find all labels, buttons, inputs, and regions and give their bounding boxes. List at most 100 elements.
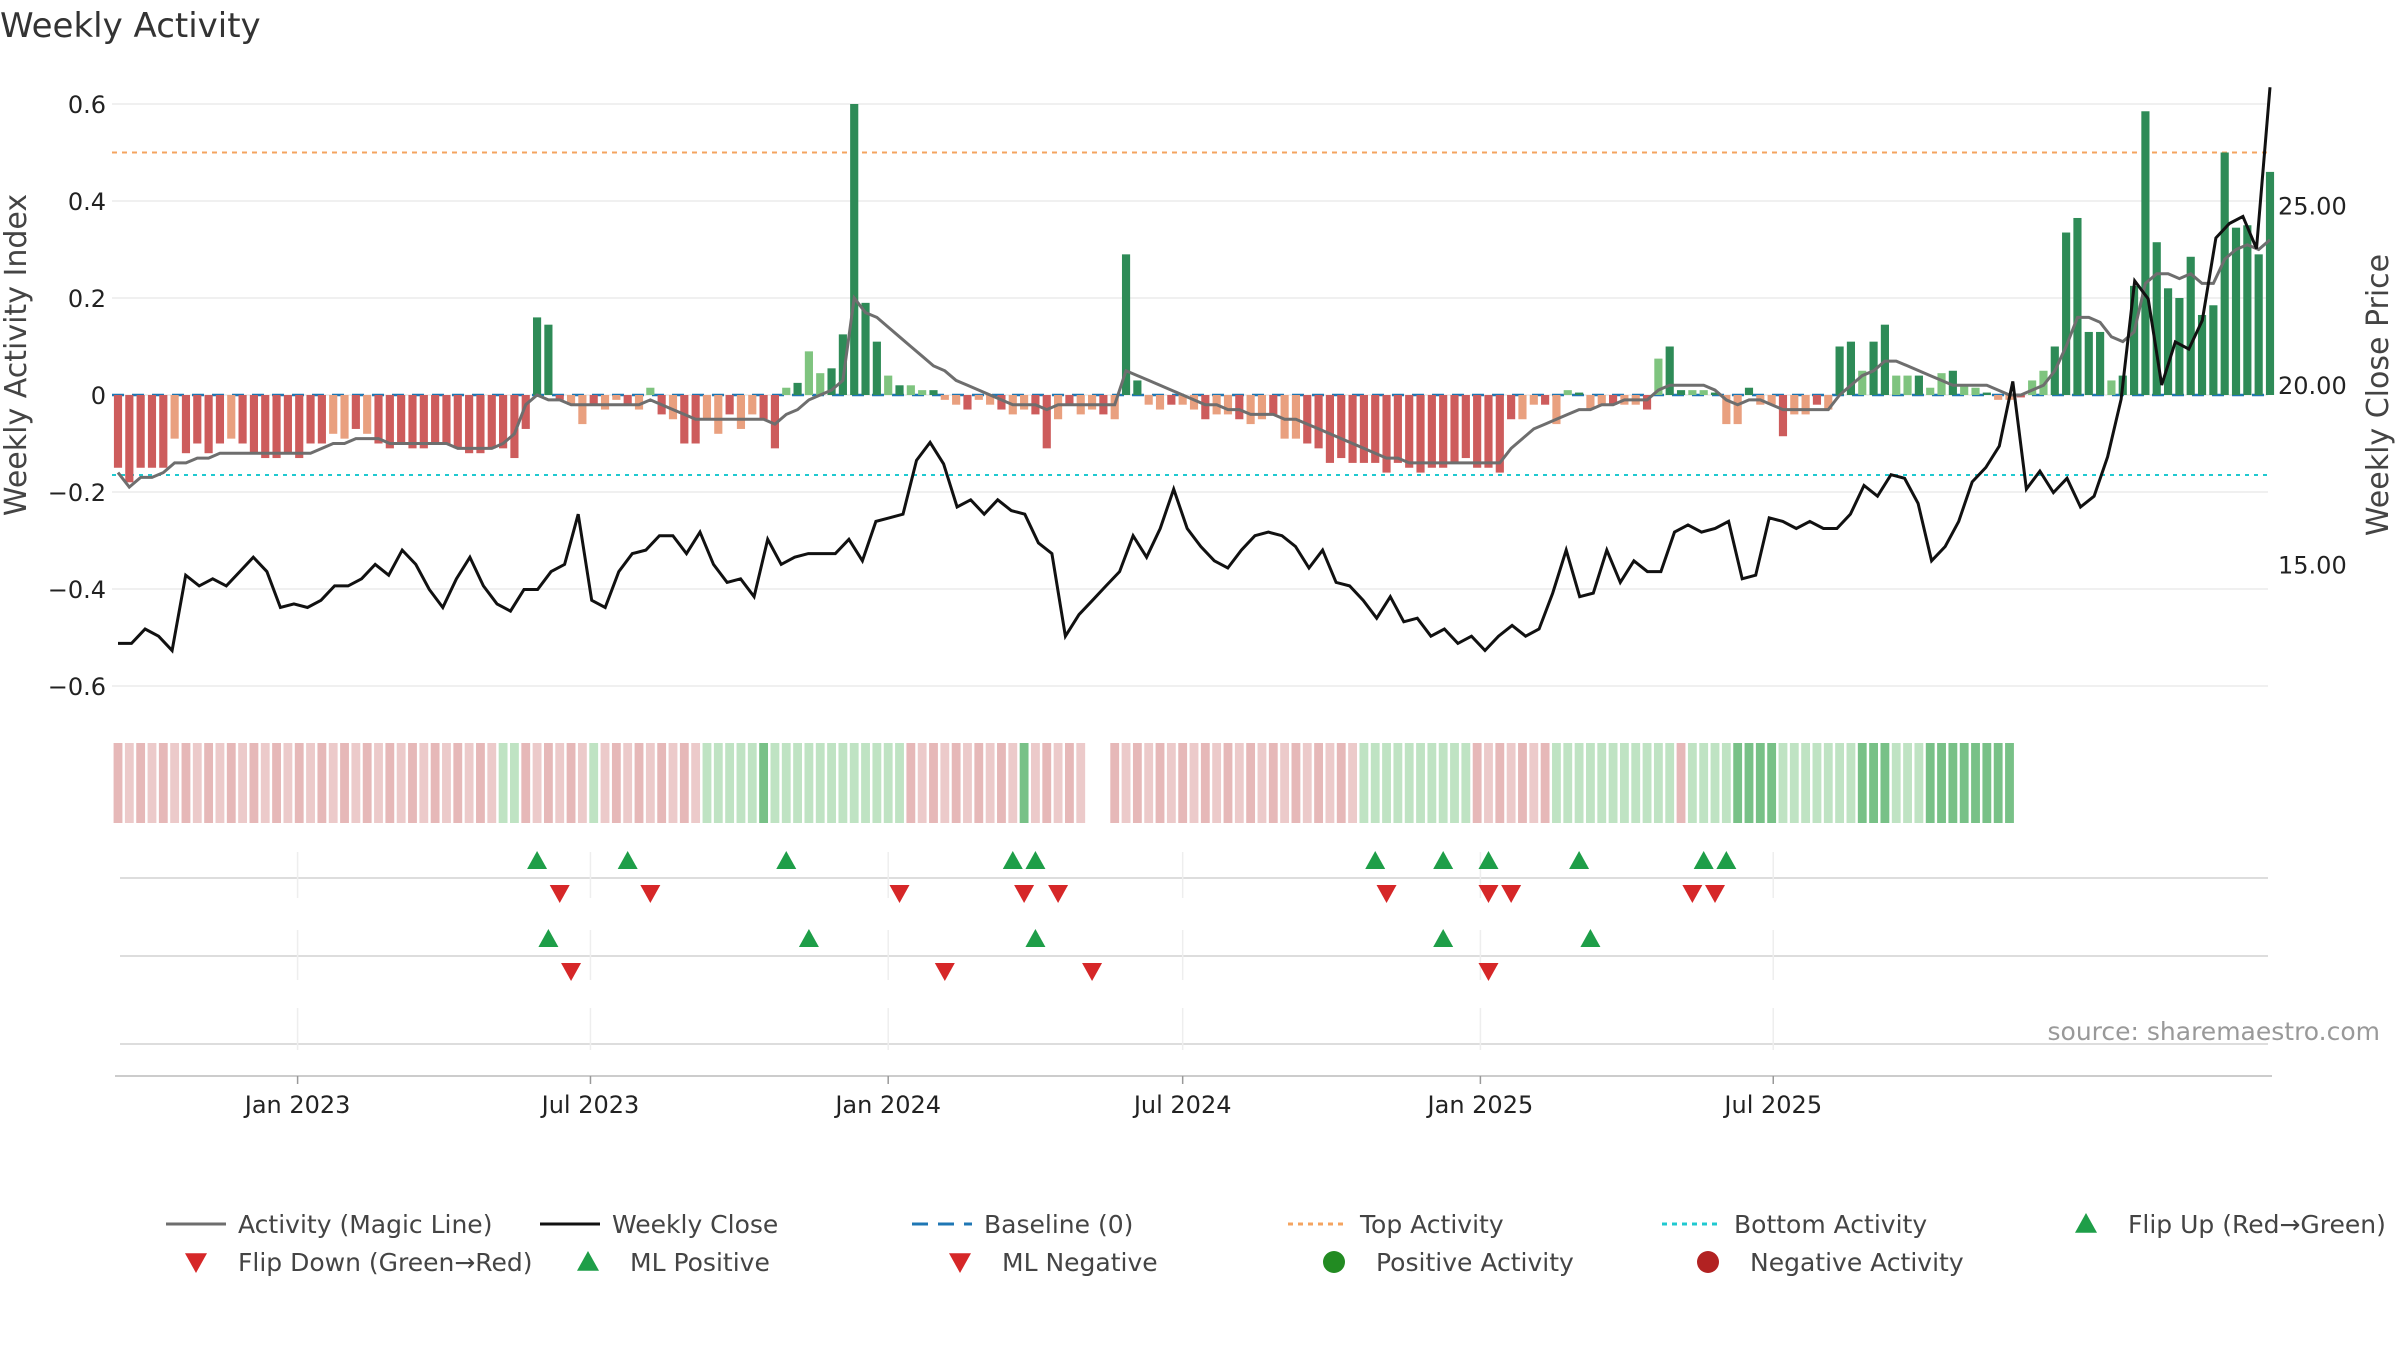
strip-cell <box>1597 743 1607 823</box>
flip-down-marker <box>1478 885 1499 903</box>
strip-cell <box>1200 743 1210 823</box>
strip-cell <box>317 743 327 823</box>
flip-down-marker <box>1501 885 1522 903</box>
activity-bar <box>215 395 225 444</box>
strip-cell <box>577 743 587 823</box>
legend-item: Weekly Close <box>540 1210 778 1239</box>
activity-bar <box>1665 346 1674 395</box>
strip-cell <box>1801 743 1811 823</box>
flip-down-marker <box>549 885 570 903</box>
strip-cell <box>1348 743 1357 823</box>
activity-bar <box>261 395 270 459</box>
weekly-close-line <box>118 87 2272 654</box>
x-tick-label: Jan 2023 <box>243 1091 351 1119</box>
activity-bar <box>1801 395 1810 415</box>
strip-cell <box>781 743 791 823</box>
flip-down-marker <box>1376 885 1397 903</box>
activity-bar <box>1110 395 1119 420</box>
strip-cell <box>747 743 757 823</box>
strip-cell <box>1733 743 1743 823</box>
activity-bar <box>770 395 780 449</box>
activity-bar <box>1541 395 1550 405</box>
strip-cell <box>1450 743 1459 823</box>
activity-bar <box>612 395 621 400</box>
legend: Activity (Magic Line) Weekly Close Baselin… <box>166 1210 2386 1277</box>
strip-cell <box>226 743 236 823</box>
y-right-tick-label: 15.00 <box>2278 551 2347 579</box>
strip-cell <box>1257 743 1267 823</box>
legend-label: Flip Up (Red→Green) <box>2128 1210 2386 1239</box>
strip-cell <box>1767 743 1777 823</box>
legend-label: Weekly Close <box>612 1210 778 1239</box>
chart-title: Weekly Activity <box>0 6 261 46</box>
activity-bar <box>2254 254 2263 395</box>
strip-cell <box>611 743 621 823</box>
strip-cell <box>1393 743 1403 823</box>
activity-bar <box>374 395 383 444</box>
strip-cell <box>1529 743 1539 823</box>
strip-cell <box>1155 743 1165 823</box>
activity-bar <box>1835 346 1844 395</box>
strip-cell <box>1948 743 1958 823</box>
activity-bar <box>1744 387 1754 395</box>
activity-bar <box>952 395 961 405</box>
activity-bar <box>1518 395 1527 420</box>
activity-bar <box>249 395 258 454</box>
flip-up-marker <box>1569 851 1590 869</box>
activity-bar <box>1393 395 1402 463</box>
legend-label: Negative Activity <box>1750 1248 1964 1277</box>
activity-bar <box>1699 390 1708 395</box>
activity-bar <box>532 317 542 395</box>
activity-bar <box>1416 395 1425 473</box>
strip-cell <box>430 743 440 823</box>
activity-bar <box>1892 375 1901 395</box>
strip-cell <box>498 743 508 823</box>
activity-bar <box>850 104 859 395</box>
strip-cell <box>1053 743 1063 823</box>
strip-cell <box>770 743 780 823</box>
activity-bar <box>306 395 315 444</box>
strip-cell <box>510 743 519 823</box>
activity-bar <box>1846 341 1856 395</box>
legend-item: ML Positive <box>577 1248 770 1277</box>
strip-cell <box>861 743 870 823</box>
strip-cell <box>1404 743 1414 823</box>
activity-bar <box>1948 370 1957 395</box>
strip-cell <box>260 743 270 823</box>
activity-bar <box>1167 395 1176 405</box>
activity-bar <box>997 395 1006 410</box>
strip-cell <box>1461 743 1471 823</box>
activity-bar <box>1121 254 1131 395</box>
activity-bar <box>1246 395 1255 425</box>
legend-label: Top Activity <box>1359 1210 1504 1239</box>
strip-cell <box>328 743 338 823</box>
activity-bar <box>283 395 292 454</box>
strip-cell <box>1484 743 1493 823</box>
strip-cell <box>464 743 474 823</box>
activity-bar <box>465 395 474 454</box>
flip-up-marker <box>1025 851 1046 869</box>
strip-cell <box>1869 743 1878 823</box>
ml-positive-marker <box>1433 929 1454 947</box>
strip-cell <box>1427 743 1437 823</box>
flip-down-marker <box>1682 885 1703 903</box>
activity-bar <box>1155 395 1165 410</box>
strip-cell <box>294 743 304 823</box>
flip-up-marker <box>776 851 797 869</box>
activity-bar <box>147 395 157 468</box>
activity-bar <box>1473 395 1482 468</box>
activity-bar <box>1688 390 1697 395</box>
activity-bar <box>2209 305 2218 395</box>
activity-bar <box>397 395 406 444</box>
strip-cell <box>713 743 723 823</box>
legend-item: ML Negative <box>949 1248 1158 1277</box>
activity-bar <box>1065 395 1074 405</box>
activity-bar <box>918 390 927 395</box>
activity-bar <box>1767 395 1776 405</box>
activity-bar <box>2231 227 2241 395</box>
y-axis-right-title: Weekly Close Price <box>2361 254 2396 536</box>
series-lines <box>116 87 2272 654</box>
strip-cell <box>453 743 463 823</box>
strip-cell <box>1382 743 1391 823</box>
strip-cell <box>1687 743 1697 823</box>
